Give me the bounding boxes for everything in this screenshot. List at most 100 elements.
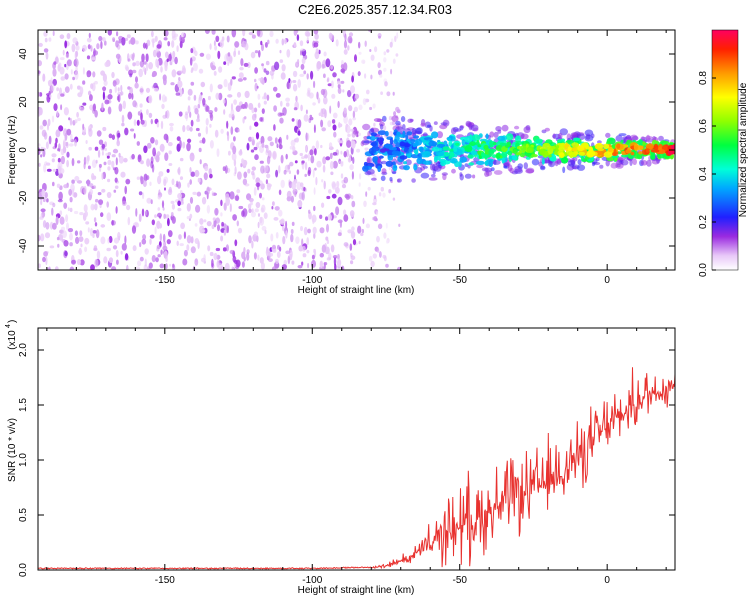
noise-blob bbox=[313, 30, 319, 35]
noise-blob bbox=[332, 254, 338, 259]
noise-blob bbox=[114, 177, 118, 183]
noise-blob bbox=[151, 219, 155, 226]
noise-blob bbox=[100, 212, 104, 218]
noise-blob bbox=[350, 260, 354, 265]
signal-blob bbox=[630, 151, 635, 156]
signal-blob bbox=[497, 135, 506, 141]
noise-blob bbox=[74, 70, 79, 80]
noise-blob bbox=[269, 141, 274, 147]
noise-blob bbox=[111, 134, 115, 140]
signal-blob bbox=[484, 171, 490, 177]
noise-blob bbox=[323, 96, 328, 105]
noise-blob bbox=[65, 214, 69, 223]
signal-blob bbox=[451, 168, 456, 174]
snr-series-line bbox=[38, 367, 675, 570]
noise-blob bbox=[148, 95, 153, 104]
noise-blob bbox=[132, 62, 136, 67]
noise-blob bbox=[237, 171, 242, 180]
noise-blob bbox=[261, 197, 265, 201]
noise-blob bbox=[66, 159, 69, 168]
noise-blob bbox=[215, 35, 220, 42]
noise-blob bbox=[250, 201, 253, 206]
signal-blob bbox=[459, 125, 464, 131]
noise-blob bbox=[276, 251, 281, 258]
noise-blob bbox=[74, 139, 77, 147]
signal-blob bbox=[488, 159, 494, 167]
noise-blob bbox=[71, 259, 76, 265]
noise-blob bbox=[289, 145, 293, 150]
snr-multiplier-exp: 4 bbox=[5, 324, 12, 328]
noise-blob bbox=[115, 157, 118, 166]
noise-blob bbox=[168, 53, 172, 62]
noise-blob bbox=[280, 100, 283, 107]
noise-blob bbox=[285, 153, 288, 160]
noise-blob bbox=[140, 176, 144, 185]
noise-blob bbox=[139, 242, 142, 248]
noise-blob bbox=[236, 220, 239, 227]
noise-blob bbox=[275, 232, 279, 239]
noise-blob bbox=[172, 263, 175, 268]
noise-blob bbox=[194, 107, 199, 115]
signal-blob bbox=[493, 131, 499, 138]
noise-blob bbox=[92, 71, 96, 78]
signal-blob bbox=[464, 173, 472, 179]
signal-blob bbox=[560, 156, 569, 164]
noise-blob bbox=[276, 143, 279, 149]
noise-blob bbox=[295, 137, 300, 143]
noise-blob bbox=[141, 53, 145, 63]
noise-blob bbox=[274, 206, 280, 211]
noise-blob bbox=[364, 40, 367, 47]
noise-blob bbox=[277, 112, 283, 117]
noise-blob bbox=[263, 92, 267, 100]
noise-blob bbox=[250, 136, 255, 141]
noise-blob bbox=[97, 192, 102, 196]
noise-blob bbox=[146, 109, 149, 115]
noise-blob bbox=[361, 228, 364, 234]
noise-blob bbox=[223, 78, 228, 88]
noise-blob bbox=[323, 51, 327, 57]
noise-blob bbox=[327, 120, 332, 128]
noise-blob bbox=[273, 124, 276, 131]
noise-blob bbox=[301, 191, 305, 201]
noise-blob bbox=[128, 92, 132, 100]
noise-blob bbox=[285, 250, 291, 255]
noise-blob bbox=[233, 263, 237, 268]
noise-blob bbox=[315, 140, 320, 150]
noise-blob bbox=[91, 159, 97, 168]
noise-blob bbox=[211, 65, 216, 71]
noise-blob bbox=[92, 233, 95, 238]
noise-blob bbox=[194, 223, 198, 227]
noise-blob bbox=[169, 126, 174, 132]
signal-blob bbox=[629, 159, 633, 167]
signal-blob bbox=[531, 154, 538, 158]
noise-blob bbox=[89, 183, 94, 188]
signal-blob bbox=[393, 165, 398, 169]
signal-blob bbox=[558, 152, 565, 159]
signal-blob bbox=[653, 143, 659, 151]
noise-blob bbox=[91, 57, 96, 61]
noise-blob bbox=[319, 227, 325, 234]
signal-blob bbox=[391, 115, 399, 122]
noise-blob bbox=[136, 176, 141, 180]
noise-blob bbox=[364, 147, 369, 151]
noise-blob bbox=[233, 50, 237, 58]
signal-blob bbox=[419, 146, 424, 153]
noise-blob bbox=[362, 98, 367, 106]
noise-blob bbox=[178, 77, 181, 81]
noise-blob bbox=[125, 66, 129, 71]
noise-blob bbox=[397, 266, 401, 270]
noise-blob bbox=[300, 63, 305, 70]
noise-blob bbox=[135, 60, 140, 67]
noise-blob bbox=[316, 160, 322, 168]
noise-blob bbox=[179, 139, 182, 149]
noise-blob bbox=[40, 199, 43, 206]
signal-blob bbox=[470, 124, 479, 132]
noise-blob bbox=[237, 128, 240, 133]
signal-blob bbox=[413, 163, 418, 171]
noise-blob bbox=[98, 163, 102, 168]
noise-blob bbox=[177, 193, 183, 200]
signal-blob bbox=[395, 120, 401, 126]
noise-blob bbox=[134, 221, 138, 226]
noise-blob bbox=[57, 199, 63, 203]
noise-blob bbox=[216, 148, 220, 158]
